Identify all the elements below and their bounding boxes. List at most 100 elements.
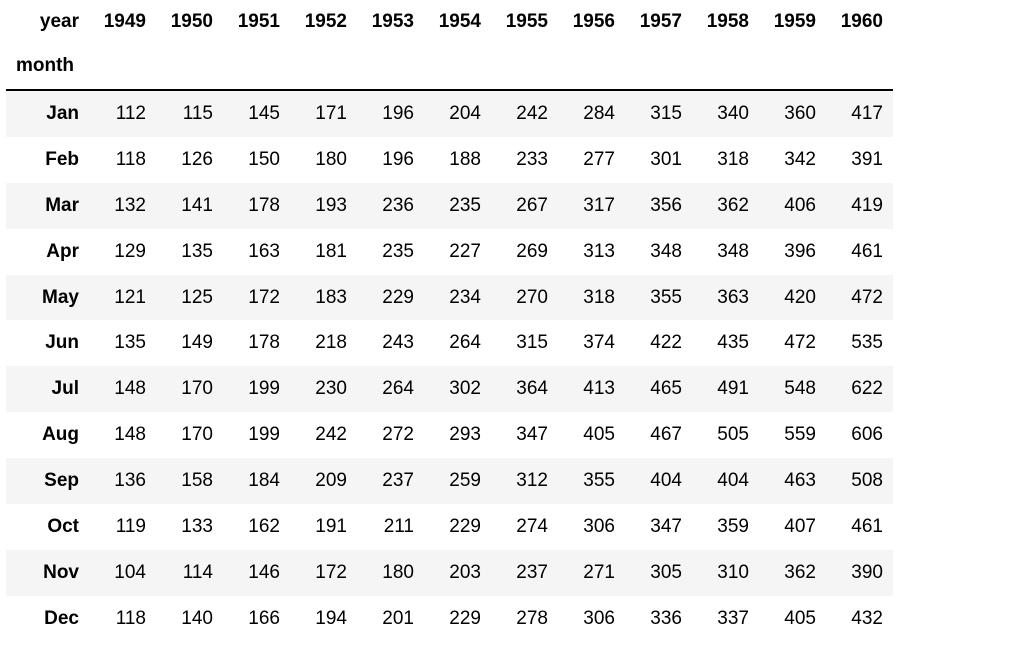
- year-header-cell: 1949: [89, 0, 156, 43]
- value-cell: 236: [382, 194, 414, 216]
- value-cell: 118: [115, 148, 146, 170]
- table-row: Aug 148 170 199 242 272 293 347 405 467 505 559 606: [6, 412, 893, 459]
- value-cell: 196: [382, 102, 414, 124]
- empty-header-cell: [558, 43, 625, 90]
- value-cell: 362: [784, 561, 816, 583]
- value-cell: 264: [449, 332, 481, 354]
- value-cell: 342: [784, 148, 816, 170]
- value-cell: 347: [650, 515, 682, 537]
- value-cell: 188: [449, 148, 481, 170]
- month-label: Oct: [47, 515, 79, 537]
- value-cell: 135: [114, 332, 146, 354]
- value-cell: 406: [784, 194, 816, 216]
- value-cell: 199: [248, 424, 280, 446]
- month-label: Mar: [45, 194, 79, 216]
- value-cell: 362: [717, 194, 749, 216]
- month-label: May: [42, 286, 79, 308]
- value-cell: 302: [449, 378, 481, 400]
- value-cell: 310: [717, 561, 749, 583]
- value-cell: 166: [248, 607, 280, 629]
- value-cell: 229: [382, 286, 414, 308]
- value-cell: 203: [449, 561, 481, 583]
- value-cell: 235: [382, 240, 414, 262]
- value-cell: 172: [315, 561, 347, 583]
- value-cell: 163: [248, 240, 280, 262]
- empty-header-cell: [290, 43, 357, 90]
- value-cell: 391: [851, 148, 883, 170]
- table-row: Sep 136 158 184 209 237 259 312 355 404 404 463 508: [6, 458, 893, 505]
- value-cell: 306: [583, 515, 615, 537]
- value-cell: 347: [516, 424, 548, 446]
- value-cell: 465: [650, 378, 682, 400]
- value-cell: 535: [851, 332, 883, 354]
- month-header-row: month: [6, 43, 893, 90]
- value-cell: 467: [650, 424, 682, 446]
- value-cell: 272: [382, 424, 414, 446]
- empty-header-cell: [89, 43, 156, 90]
- table-row: Mar 132 141 178 193 236 235 267 317 356 362 406 419: [6, 182, 893, 229]
- value-cell: 267: [516, 194, 548, 216]
- value-cell: 355: [650, 286, 682, 308]
- value-cell: 422: [650, 332, 682, 354]
- month-label: Aug: [42, 424, 79, 446]
- value-cell: 178: [248, 194, 280, 216]
- value-cell: 355: [583, 470, 615, 492]
- value-cell: 305: [650, 561, 682, 583]
- value-cell: 201: [382, 607, 414, 629]
- value-cell: 271: [583, 561, 615, 583]
- value-cell: 318: [583, 286, 615, 308]
- empty-header-cell: [223, 43, 290, 90]
- value-cell: 148: [114, 424, 146, 446]
- table-row: Jun 135 149 178 218 243 264 315 374 422 435 472 535: [6, 320, 893, 367]
- value-cell: 461: [851, 515, 883, 537]
- value-cell: 606: [851, 424, 883, 446]
- value-cell: 274: [516, 515, 548, 537]
- year-header-cell: 1960: [826, 0, 893, 43]
- value-cell: 112: [115, 102, 146, 124]
- value-cell: 622: [851, 378, 883, 400]
- value-cell: 211: [383, 515, 414, 537]
- value-cell: 364: [516, 378, 548, 400]
- value-cell: 405: [784, 607, 816, 629]
- rows-index-name: month: [6, 43, 89, 90]
- value-cell: 278: [516, 607, 548, 629]
- value-cell: 472: [784, 332, 816, 354]
- year-header-cell: 1959: [759, 0, 826, 43]
- pivot-table: year 1949 1950 1951 1952 1953 1954 1955 1956 195…: [6, 0, 893, 642]
- value-cell: 313: [583, 240, 615, 262]
- value-cell: 193: [315, 194, 347, 216]
- value-cell: 390: [851, 561, 883, 583]
- year-header-cell: 1954: [424, 0, 491, 43]
- value-cell: 209: [315, 470, 347, 492]
- table-row: Oct 119 133 162 191 211 229 274 306 347 359 407 461: [6, 504, 893, 550]
- empty-header-cell: [357, 43, 424, 90]
- value-cell: 243: [382, 332, 414, 354]
- value-cell: 171: [315, 102, 347, 124]
- value-cell: 218: [315, 332, 347, 354]
- value-cell: 125: [181, 286, 213, 308]
- value-cell: 417: [851, 102, 883, 124]
- value-cell: 405: [583, 424, 615, 446]
- value-cell: 559: [784, 424, 816, 446]
- year-header-cell: 1950: [156, 0, 223, 43]
- value-cell: 227: [449, 240, 481, 262]
- value-cell: 293: [449, 424, 481, 446]
- value-cell: 178: [248, 332, 280, 354]
- value-cell: 181: [315, 240, 347, 262]
- value-cell: 413: [583, 378, 615, 400]
- value-cell: 229: [449, 607, 481, 629]
- value-cell: 135: [181, 240, 213, 262]
- month-label: Dec: [44, 607, 79, 629]
- value-cell: 270: [516, 286, 548, 308]
- empty-header-cell: [491, 43, 558, 90]
- dataframe-output: year 1949 1950 1951 1952 1953 1954 1955 1956 195…: [6, 0, 893, 642]
- value-cell: 229: [449, 515, 481, 537]
- value-cell: 104: [114, 561, 146, 583]
- value-cell: 317: [583, 194, 615, 216]
- month-label: Apr: [46, 240, 79, 262]
- table-row: Jul 148 170 199 230 264 302 364 413 465 491 548 622: [6, 366, 893, 413]
- value-cell: 548: [784, 378, 816, 400]
- table-row: Nov 104 114 146 172 180 203 237 271 305 310 362 390: [6, 549, 893, 596]
- month-label: Sep: [44, 470, 79, 492]
- value-cell: 363: [717, 286, 749, 308]
